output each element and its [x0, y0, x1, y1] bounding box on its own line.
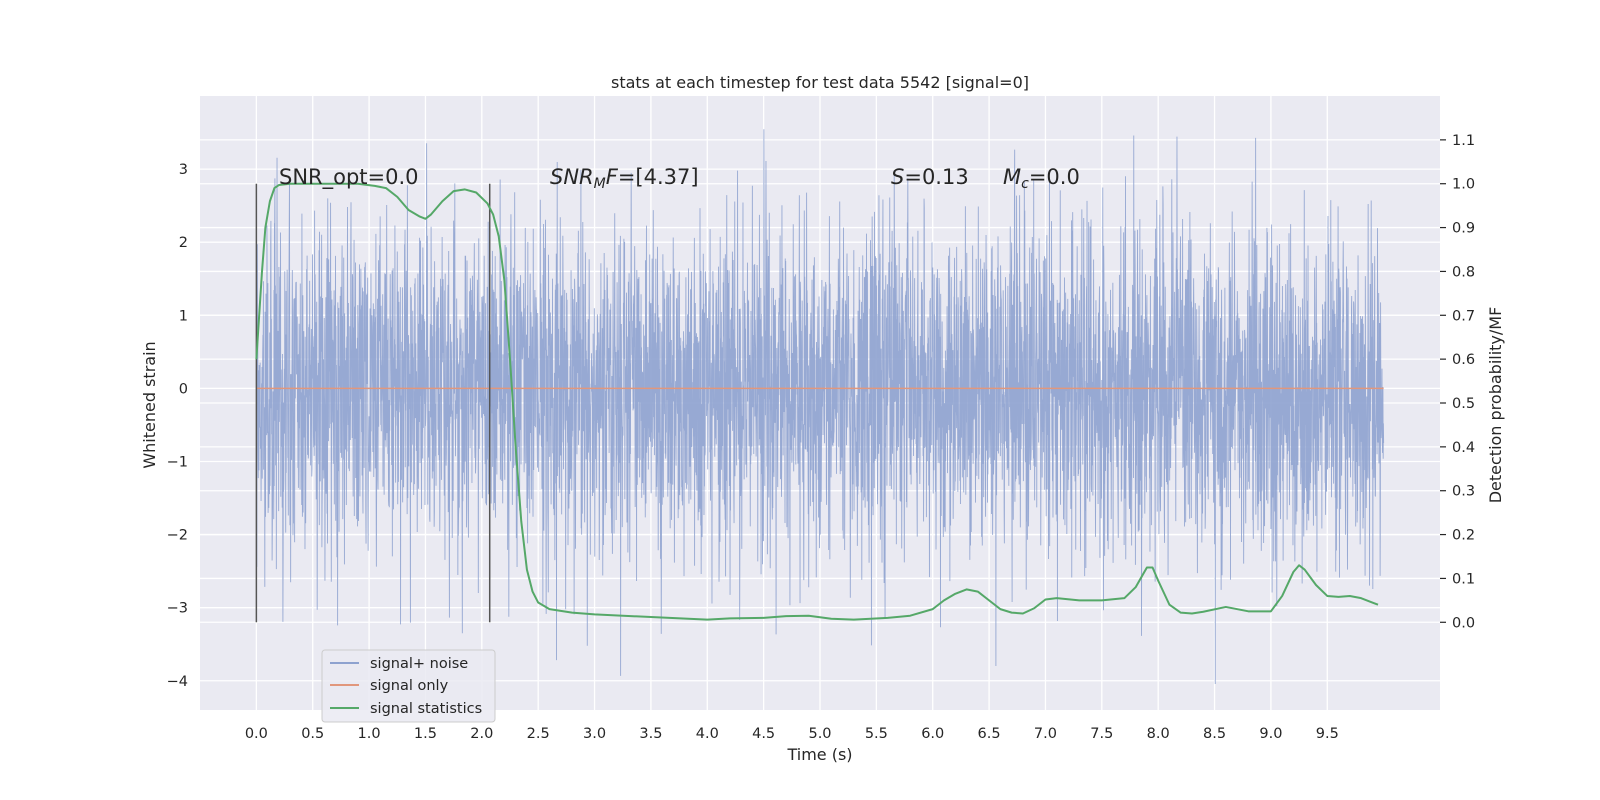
y2-tick-label: 1.0 [1452, 177, 1475, 193]
legend-label-signal-only: signal only [370, 678, 449, 694]
x-tick-label: 2.5 [527, 726, 550, 742]
y2-tick-label: 0.3 [1452, 484, 1475, 500]
y2-tick-label: 0.5 [1452, 396, 1475, 412]
y2-tick-label: 0.8 [1452, 264, 1475, 280]
y-tick-label: 3 [179, 162, 188, 178]
y-tick-label: −3 [167, 601, 188, 617]
x-tick-label: 9.0 [1259, 726, 1282, 742]
x-tick-label: 0.0 [245, 726, 268, 742]
x-tick-label: 1.0 [358, 726, 381, 742]
annotation-snr-opt: SNR_opt=0.0 [279, 165, 419, 190]
y2-tick-label: 0.2 [1452, 528, 1475, 544]
x-tick-label: 6.5 [978, 726, 1001, 742]
chart-title: stats at each timestep for test data 554… [611, 73, 1029, 92]
x-tick-label: 4.5 [752, 726, 775, 742]
y-tick-label: 1 [179, 308, 188, 324]
y-tick-label: −1 [167, 454, 188, 470]
x-tick-labels: 0.0 0.5 1.0 1.5 2.0 2.5 3.0 3.5 4.0 4.5 5.0 5.5 6.0 6… [245, 726, 1339, 742]
y2-tick-labels: 1.1 1.0 0.9 0.8 0.7 0.6 0.5 0.4 0.3 0.2 0.1 0.0 [1440, 133, 1475, 631]
series-signal-statistics [255, 182, 1379, 621]
series-signal-noise [255, 129, 1385, 684]
signal-statistics-line [255, 182, 1379, 621]
x-tick-label: 7.0 [1034, 726, 1057, 742]
x-tick-label: 9.5 [1316, 726, 1339, 742]
y-tick-label: −4 [167, 674, 188, 690]
x-tick-label: 8.0 [1147, 726, 1170, 742]
x-tick-label: 3.0 [583, 726, 606, 742]
x-tick-label: 8.5 [1203, 726, 1226, 742]
y-tick-label: −2 [167, 528, 188, 544]
signal-noise-line [255, 129, 1385, 684]
x-axis-title: Time (s) [786, 745, 852, 764]
x-tick-label: 3.5 [639, 726, 662, 742]
x-tick-label: 6.0 [921, 726, 944, 742]
y2-axis-title: Detection probability/MF [1486, 307, 1505, 504]
y2-tick-label: 0.7 [1452, 308, 1475, 324]
x-tick-label: 7.5 [1090, 726, 1113, 742]
x-tick-label: 4.0 [696, 726, 719, 742]
legend: signal+ noise signal only signal statist… [321, 649, 496, 723]
y-tick-label: 2 [179, 235, 188, 251]
legend-box [321, 649, 496, 723]
vertical-markers [255, 183, 491, 623]
x-tick-label: 0.5 [301, 726, 324, 742]
y2-tick-label: 0.1 [1452, 571, 1475, 587]
x-tick-label: 5.0 [808, 726, 831, 742]
annotation-mc: Mc=0.0 [1003, 165, 1080, 192]
annotation-s: S=0.13 [891, 165, 969, 189]
y-tick-label: 0 [179, 381, 188, 397]
y-axis-title: Whitened strain [140, 341, 159, 468]
y2-tick-label: 0.6 [1452, 352, 1475, 368]
y-tick-labels: 3 2 1 0 −1 −2 −3 −4 [167, 162, 188, 690]
y2-tick-label: 1.1 [1452, 133, 1475, 149]
x-tick-label: 1.5 [414, 726, 437, 742]
y2-tick-label: 0.9 [1452, 221, 1475, 237]
legend-label-signal-statistics: signal statistics [370, 701, 482, 717]
x-tick-label: 5.5 [865, 726, 888, 742]
y2-tick-label: 0.4 [1452, 440, 1475, 456]
y2-tick-label: 0.0 [1452, 615, 1475, 631]
annotation-snr-mf: SNRMF=[4.37] [550, 165, 699, 192]
x-tick-label: 2.0 [470, 726, 493, 742]
legend-label-signal-noise: signal+ noise [370, 656, 468, 672]
